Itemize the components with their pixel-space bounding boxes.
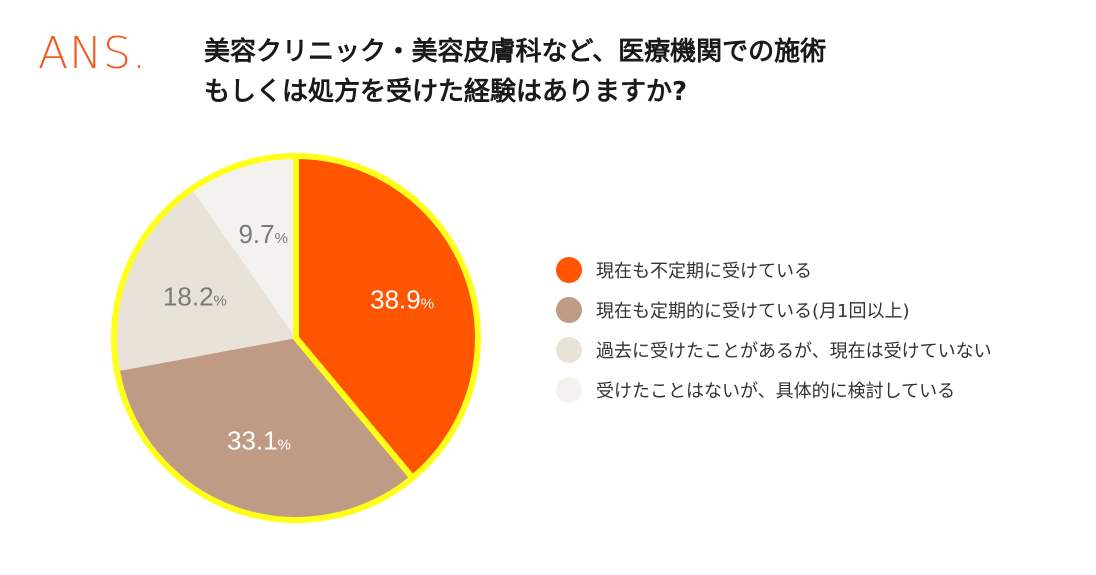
pie-slice-4: [191, 156, 296, 338]
chart-legend: 現在も不定期に受けている現在も定期的に受けている(月1回以上) 過去に受けたことが…: [556, 250, 992, 410]
chart-title: 美容クリニック・美容皮膚科など、医療機関での施術 もしくは処方を受けた経験はあり…: [204, 32, 1064, 112]
legend-item-4: 受けたことはないが、具体的に検討している: [556, 370, 992, 410]
legend-swatch: [556, 377, 582, 403]
highlight-outline-rest: [111, 153, 416, 523]
legend-label: 受けたことはないが、具体的に検討している: [596, 381, 956, 402]
chart-title-line-2: もしくは処方を受けた経験はありますか?: [204, 77, 688, 107]
ans-logo: ANS.: [38, 28, 147, 79]
legend-item-3: 過去に受けたことがあるが、現在は受けていない: [556, 330, 992, 370]
pie-slices: [113, 156, 479, 521]
legend-label: 現在も不定期に受けている: [596, 261, 812, 282]
pie-label-3: 18.2%: [163, 282, 227, 312]
pie-slice-3: [113, 188, 296, 372]
highlight-outline-group: [111, 153, 481, 523]
pie-label-2: 33.1%: [227, 426, 291, 456]
pie-slice-2: [117, 338, 413, 521]
chart-title-line-1: 美容クリニック・美容皮膚科など、医療機関での施術: [204, 37, 827, 67]
pie-slice-1: [296, 156, 479, 478]
highlight-outline-slice: [293, 153, 481, 481]
pie-label-4: 9.7%: [238, 219, 288, 249]
legend-label: 過去に受けたことがあるが、現在は受けていない: [596, 341, 992, 362]
legend-swatch: [556, 257, 582, 283]
pie-data-labels: 38.9% 33.1% 18.2% 9.7%: [163, 219, 434, 456]
legend-label: 現在も定期的に受けている(月1回以上): [596, 301, 910, 322]
legend-swatch: [556, 297, 582, 323]
legend-item-1: 現在も不定期に受けている: [556, 250, 992, 290]
legend-item-2: 現在も定期的に受けている(月1回以上): [556, 290, 992, 330]
legend-swatch: [556, 337, 582, 363]
pie-label-1: 38.9%: [370, 285, 434, 315]
